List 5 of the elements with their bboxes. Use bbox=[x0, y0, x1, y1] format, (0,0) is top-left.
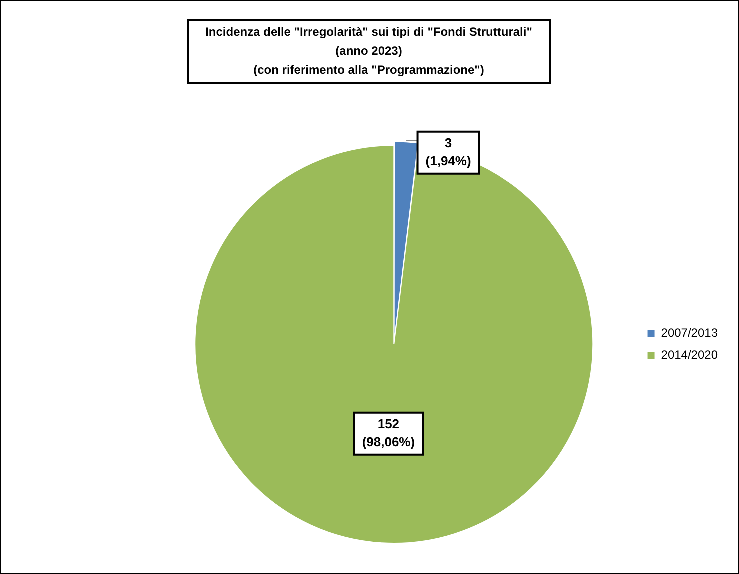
legend-label: 2014/2020 bbox=[661, 348, 718, 362]
data-label: 152 (98,06%) bbox=[362, 416, 416, 450]
chart-title: Incidenza delle "Irregolarità" sui tipi di "Fondi Strutturali" (anno 2023) (con riferimento alla "Programmazione") bbox=[187, 19, 551, 84]
legend-label: 2007/2013 bbox=[661, 326, 718, 340]
data-label: 3 (1,94%) bbox=[426, 135, 472, 168]
